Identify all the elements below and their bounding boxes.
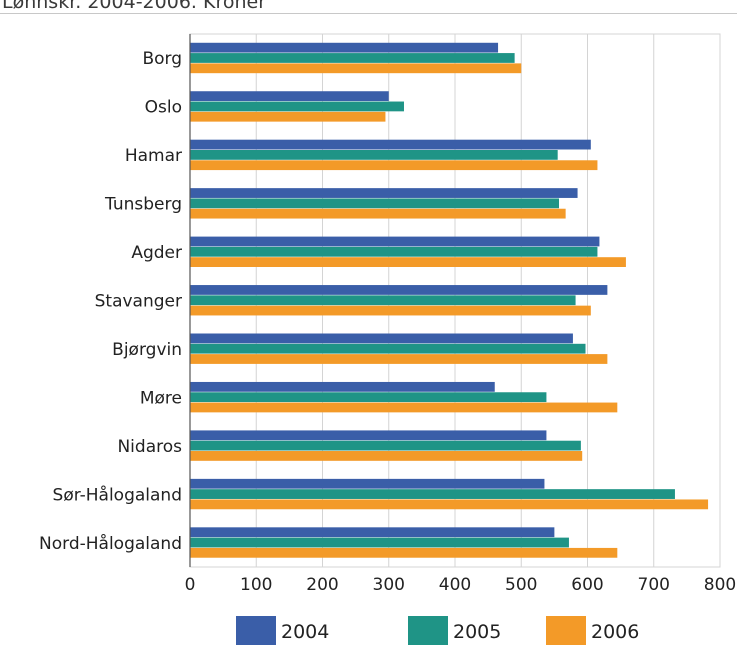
chart-header: Lønnskr. 2004-2006. Kroner	[0, 0, 737, 14]
x-tick-label: 300	[373, 575, 405, 595]
x-tick-label: 500	[505, 575, 537, 595]
bar	[190, 333, 573, 344]
bar	[190, 343, 586, 354]
bar	[190, 63, 522, 74]
legend-swatch	[408, 616, 448, 645]
category-label: Bjørgvin	[112, 340, 182, 360]
legend-swatch	[236, 616, 276, 645]
bar	[190, 42, 499, 53]
category-label: Tunsberg	[104, 195, 182, 215]
category-label: Sør-Hålogaland	[53, 484, 182, 505]
bar	[190, 188, 578, 198]
bar	[190, 440, 581, 451]
bar	[190, 547, 618, 558]
header-divider	[0, 13, 737, 14]
bar	[190, 236, 600, 247]
bar	[190, 160, 598, 171]
legend-label: 2005	[453, 621, 501, 643]
bar	[190, 392, 547, 403]
category-label: Møre	[140, 388, 182, 408]
x-tick-label: 600	[571, 575, 603, 595]
bars	[190, 42, 709, 558]
bar	[190, 149, 558, 160]
bar	[190, 402, 618, 413]
legend: 2004 2005 2006	[236, 616, 639, 645]
category-label: Nidaros	[117, 437, 182, 457]
bar	[190, 295, 576, 306]
category-label: Nord-Hålogaland	[39, 533, 182, 554]
category-labels: Borg Oslo Hamar Tunsberg Agder Stavanger Bjørg…	[39, 49, 182, 554]
bar	[190, 354, 608, 364]
bar	[190, 489, 675, 499]
bar	[190, 430, 547, 441]
legend-label: 2006	[591, 621, 639, 643]
x-tick-label: 0	[185, 575, 196, 595]
bar	[190, 139, 591, 150]
chart-title: Lønnskr. 2004-2006. Kroner	[2, 0, 267, 13]
bar	[190, 527, 555, 538]
x-tick-label: 800	[704, 575, 736, 595]
bar	[190, 208, 566, 219]
bar	[190, 246, 598, 257]
bar	[190, 305, 591, 316]
category-label: Hamar	[125, 146, 182, 166]
legend-label: 2004	[281, 621, 329, 643]
bar	[190, 91, 389, 102]
bar	[190, 537, 569, 548]
x-tick-label: 100	[240, 575, 272, 595]
bar	[190, 451, 583, 461]
x-tick-label: 400	[439, 575, 471, 595]
bar	[190, 285, 608, 295]
x-tick-label: 200	[306, 575, 338, 595]
bar	[190, 381, 495, 392]
bar	[190, 198, 560, 209]
bar	[190, 53, 515, 63]
bar	[190, 478, 545, 489]
bar	[190, 499, 709, 510]
x-tick-label: 700	[638, 575, 670, 595]
legend-swatch	[546, 616, 586, 645]
x-tick-labels: 0 100 200 300 400 500 600 700 800	[185, 575, 737, 595]
category-label: Stavanger	[95, 292, 182, 312]
bar	[190, 111, 386, 122]
bar	[190, 101, 404, 112]
category-label: Borg	[142, 49, 182, 69]
category-label: Agder	[131, 243, 182, 263]
category-label: Oslo	[145, 98, 182, 118]
bar	[190, 257, 626, 267]
